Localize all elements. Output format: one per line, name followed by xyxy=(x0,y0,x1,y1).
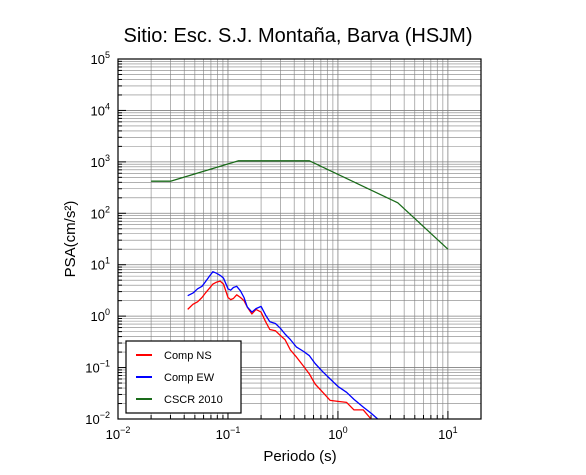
series-line-comp-ew xyxy=(187,271,379,420)
x-tick-label: 10−2 xyxy=(106,425,131,442)
y-tick-label: 101 xyxy=(91,256,110,273)
y-tick-label: 100 xyxy=(91,307,110,324)
x-tick-label: 100 xyxy=(328,425,347,442)
legend: Comp NS Comp EW CSCR 2010 xyxy=(125,340,242,414)
y-tick-labels: 10−2 10−1 100 101 102 103 104 105 xyxy=(85,50,110,427)
x-tick-labels: 10−2 10−1 100 101 xyxy=(106,425,458,442)
y-tick-label: 10−1 xyxy=(85,359,110,376)
plot-frame xyxy=(117,58,482,420)
y-tick-label: 105 xyxy=(91,50,110,67)
series-layer xyxy=(151,160,449,420)
y-tick-label: 10−2 xyxy=(85,410,110,427)
chart-title: Sitio: Esc. S.J. Montaña, Barva (HSJM) xyxy=(124,25,473,47)
y-tick-label: 102 xyxy=(91,204,110,221)
x-tick-label: 101 xyxy=(438,425,457,442)
legend-label: CSCR 2010 xyxy=(164,394,223,406)
y-tick-label: 104 xyxy=(91,101,110,118)
series-line-cscr-2010 xyxy=(151,160,449,250)
x-tick-label: 10−1 xyxy=(216,425,241,442)
y-axis-label: PSA(cm/s²) xyxy=(62,201,79,278)
legend-label: Comp EW xyxy=(164,372,215,384)
legend-label: Comp NS xyxy=(164,350,212,362)
y-tick-label: 103 xyxy=(91,153,110,170)
x-axis-label: Periodo (s) xyxy=(263,448,336,465)
